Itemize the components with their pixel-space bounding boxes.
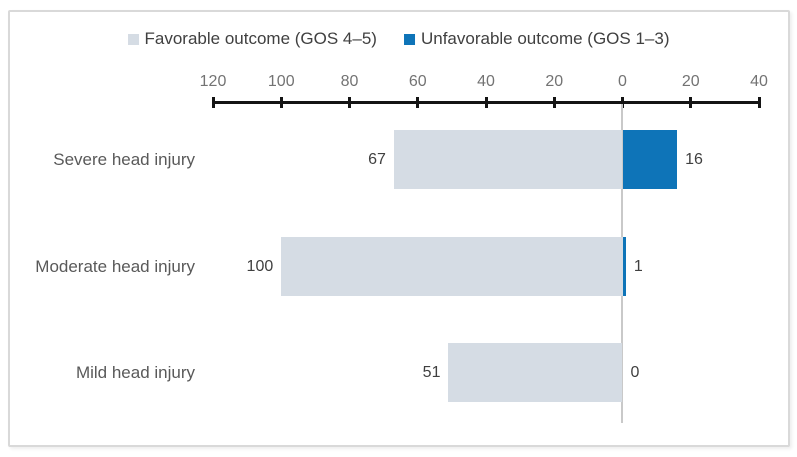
axis-tick-label: 40 — [750, 73, 768, 90]
legend-label-unfavorable: Unfavorable outcome (GOS 1–3) — [420, 29, 670, 48]
value-label-unfavorable-moderate: 1 — [633, 257, 643, 275]
axis-tick-label: 40 — [477, 73, 495, 90]
axis-tick — [484, 97, 488, 108]
legend-label-favorable: Favorable outcome (GOS 4–5) — [144, 29, 377, 48]
value-label-favorable-mild: 51 — [422, 363, 441, 381]
value-label-unfavorable-severe: 16 — [685, 150, 703, 168]
unfavorable-swatch-icon — [403, 33, 415, 45]
axis-tick — [552, 97, 556, 108]
axis-tick-label: 20 — [545, 73, 564, 90]
value-label-unfavorable-mild: 0 — [630, 363, 640, 381]
axis-tick-label: 60 — [408, 73, 427, 90]
bar-favorable-severe — [393, 130, 623, 189]
chart-border — [8, 10, 790, 447]
axis-tick — [348, 97, 351, 108]
axis-tick-label: 20 — [681, 73, 700, 90]
axis-tick — [211, 97, 215, 108]
bar-favorable-mild — [448, 343, 623, 402]
axis-tick-label: 100 — [267, 73, 295, 90]
legend-item-unfavorable: Unfavorable outcome (GOS 1–3) — [403, 29, 670, 49]
axis-tick-label: 120 — [199, 73, 227, 90]
category-label-mild: Mild head injury — [75, 363, 195, 382]
axis-tick — [279, 97, 283, 108]
bar-favorable-moderate — [281, 237, 623, 296]
bar-unfavorable-severe — [622, 130, 678, 189]
bar-unfavorable-moderate — [622, 237, 626, 296]
chart-legend: Favorable outcome (GOS 4–5) Unfavorable … — [127, 29, 670, 49]
axis-tick-label: 0 — [618, 73, 627, 90]
axis-tick — [621, 97, 624, 108]
legend-item-favorable: Favorable outcome (GOS 4–5) — [127, 29, 377, 49]
axis-tick — [757, 97, 761, 108]
value-label-favorable-severe: 67 — [368, 150, 386, 168]
axis-tick — [416, 97, 420, 108]
axis-tick-label: 80 — [340, 73, 359, 90]
category-label-moderate: Moderate head injury — [35, 257, 195, 276]
favorable-swatch-icon — [127, 33, 139, 45]
category-label-severe: Severe head injury — [53, 150, 195, 169]
axis-tick — [689, 97, 693, 108]
value-label-favorable-moderate: 100 — [246, 257, 274, 275]
